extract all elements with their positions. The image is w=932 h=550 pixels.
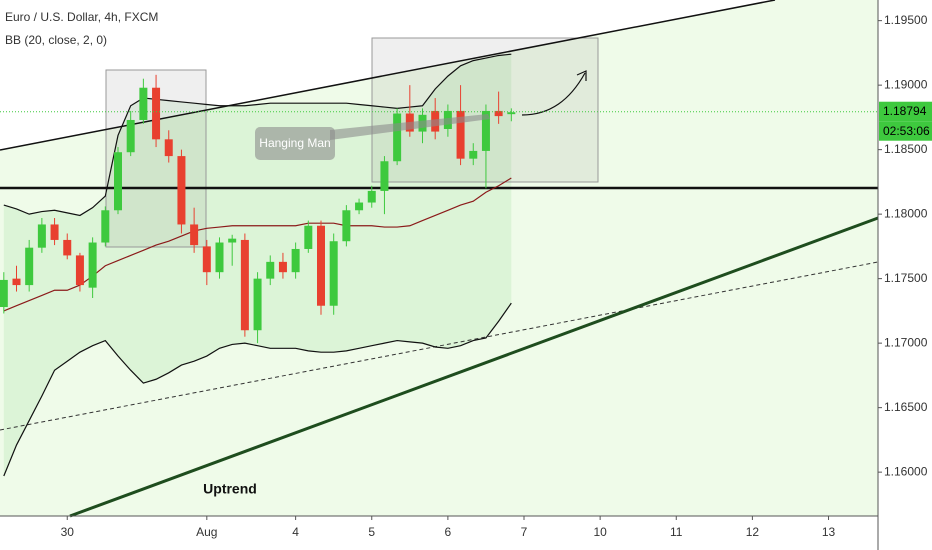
mid-trendline (0, 261, 879, 431)
y-tick-label: 1.17500 (884, 271, 928, 285)
candle-body (278, 261, 287, 273)
chart-title: Euro / U.S. Dollar, 4h, FXCM (5, 10, 158, 24)
candle-body (164, 139, 173, 157)
candle-body (126, 119, 135, 153)
candle-body (266, 261, 275, 279)
candle-body (101, 210, 110, 243)
candle-body (494, 110, 503, 117)
candle-body (240, 239, 249, 331)
candle-body (228, 238, 237, 243)
y-tick-label: 1.18000 (884, 206, 928, 220)
candle-body (456, 110, 465, 159)
x-tick-label: 6 (445, 525, 452, 539)
y-tick-label: 1.19500 (884, 13, 928, 27)
uptrend-line (69, 216, 879, 518)
candle-body (253, 278, 262, 331)
candle-body (291, 248, 300, 273)
candle-body (25, 247, 34, 286)
x-tick-label: 11 (670, 525, 683, 539)
candle-body (393, 113, 402, 162)
candle-body (177, 156, 186, 225)
candle-body (304, 225, 313, 249)
candle-body (380, 161, 389, 191)
annotation: Uptrend (203, 481, 257, 497)
last-price-box (879, 101, 932, 122)
candle-body (0, 279, 8, 308)
pattern-box (371, 37, 599, 183)
callout-pointer (330, 114, 490, 140)
candle-body (507, 112, 516, 115)
x-tick-label: Aug (196, 525, 217, 539)
candle-body (367, 190, 376, 203)
candle-body (190, 224, 199, 246)
candle-body (50, 224, 59, 240)
candle-body (113, 152, 122, 211)
countdown-label: 02:53:06 (883, 124, 930, 138)
countdown-box (879, 121, 932, 141)
x-tick-label: 5 (368, 525, 375, 539)
channel-fill (0, 0, 878, 516)
candle-body (63, 239, 72, 256)
last-price-label: 1.18794 (883, 104, 927, 118)
candle-body (37, 224, 46, 248)
y-tick-label: 1.18500 (884, 142, 928, 156)
x-tick-label: 13 (822, 525, 836, 539)
annotation: Hanging Man (259, 136, 330, 150)
indicator-label: BB (20, close, 2, 0) (5, 33, 107, 47)
x-tick-label: 4 (292, 525, 299, 539)
candle-body (75, 255, 84, 286)
candle-body (329, 241, 338, 306)
candle-body (12, 278, 21, 286)
candle-body (88, 242, 97, 288)
x-tick-label: 7 (521, 525, 528, 539)
candle-body (215, 242, 224, 273)
candle-body (469, 150, 478, 159)
x-tick-label: 30 (61, 525, 75, 539)
x-tick-label: 12 (746, 525, 760, 539)
bb-basis (3, 177, 512, 312)
candle-body (481, 110, 490, 151)
bb-lower (3, 302, 512, 477)
candle-body (139, 87, 148, 120)
y-tick-label: 1.19000 (884, 77, 928, 91)
y-tick-label: 1.17000 (884, 335, 928, 349)
y-tick-label: 1.16500 (884, 400, 928, 414)
callout-box (255, 127, 335, 160)
y-tick-label: 1.16000 (884, 464, 928, 478)
projection-arrow (521, 72, 586, 116)
candle-body (152, 87, 161, 140)
candle-body (317, 225, 326, 306)
candle-body (355, 202, 364, 211)
candle-body (202, 246, 211, 273)
bb-upper (3, 53, 512, 217)
arrow-head (576, 70, 587, 81)
candle-body (342, 210, 351, 242)
x-tick-label: 10 (593, 525, 607, 539)
